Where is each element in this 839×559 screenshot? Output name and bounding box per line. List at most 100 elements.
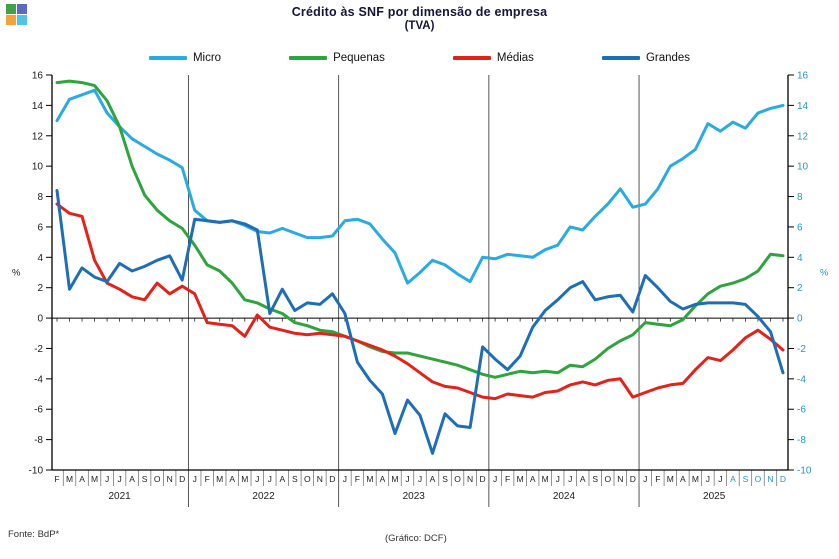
credit-note: (Gráfico: DCF) xyxy=(385,533,447,544)
month-label: M xyxy=(517,474,524,484)
month-label: O xyxy=(154,474,161,484)
month-label: A xyxy=(530,474,536,484)
app-icon[interactable] xyxy=(6,4,27,25)
year-label-2025: 2025 xyxy=(703,491,726,502)
y-tick-label-right: 8 xyxy=(797,192,803,203)
y-tick-label-left: 2 xyxy=(37,283,43,294)
month-label: M xyxy=(241,474,248,484)
year-label-2023: 2023 xyxy=(403,491,426,502)
month-label: F xyxy=(505,474,510,484)
month-label: N xyxy=(467,474,473,484)
month-label: M xyxy=(542,474,549,484)
y-tick-label-left: 6 xyxy=(37,222,43,233)
month-label: A xyxy=(380,474,386,484)
month-label: S xyxy=(442,474,448,484)
month-label: J xyxy=(343,474,347,484)
month-label: N xyxy=(317,474,323,484)
month-label: J xyxy=(105,474,109,484)
y-tick-label-right: 14 xyxy=(797,101,809,112)
legend-item-pequenas: Pequenas xyxy=(289,52,385,64)
legend: Micro Pequenas Médias Grandes xyxy=(0,52,839,64)
y-tick-label-right: 10 xyxy=(797,162,809,173)
month-label: F xyxy=(54,474,59,484)
legend-label-pequenas: Pequenas xyxy=(333,52,385,64)
y-tick-label-right: -2 xyxy=(797,344,806,355)
series-line-pequenas xyxy=(55,79,785,379)
series-line-grandes xyxy=(55,189,785,455)
y-tick-label-right: 2 xyxy=(797,283,803,294)
y-tick-label-right: 0 xyxy=(797,314,803,325)
month-label: D xyxy=(179,474,185,484)
legend-label-grandes: Grandes xyxy=(645,52,691,64)
month-label: J xyxy=(405,474,409,484)
month-label: A xyxy=(430,474,436,484)
legend-swatch-medias xyxy=(452,56,491,60)
year-label-2022: 2022 xyxy=(252,491,275,502)
app-icon-square-orange xyxy=(6,15,16,25)
y-tick-label-left: 4 xyxy=(37,253,43,264)
source-note: Fonte: BdP* xyxy=(8,529,60,540)
y-tick-label-right: -4 xyxy=(797,374,806,385)
month-label: A xyxy=(79,474,85,484)
y-tick-label-left: 0 xyxy=(37,314,43,325)
y-tick-label-right: 6 xyxy=(797,222,803,233)
chart-title: Crédito às SNF por dimensão de empresa xyxy=(291,5,548,19)
y-axis-title-right: % xyxy=(820,268,829,279)
month-label: D xyxy=(329,474,335,484)
legend-item-micro: Micro xyxy=(148,52,221,64)
month-label: A xyxy=(279,474,285,484)
month-label: A xyxy=(680,474,686,484)
month-label: J xyxy=(193,474,197,484)
legend-label-medias: Médias xyxy=(496,52,534,64)
month-label: M xyxy=(667,474,674,484)
chart-subtitle: (TVA) xyxy=(404,20,435,32)
y-tick-label-left: -2 xyxy=(34,344,43,355)
month-label: J xyxy=(643,474,647,484)
month-label: N xyxy=(617,474,623,484)
legend-swatch-grandes xyxy=(601,56,640,60)
month-label: J xyxy=(556,474,560,484)
y-tick-label-left: -10 xyxy=(29,466,44,477)
month-label: D xyxy=(630,474,636,484)
legend-item-grandes: Grandes xyxy=(601,52,691,64)
month-label: J xyxy=(255,474,259,484)
y-tick-label-left: 12 xyxy=(32,131,44,142)
month-label: M xyxy=(366,474,373,484)
month-label: A xyxy=(580,474,586,484)
y-axis-title-left: % xyxy=(12,268,21,279)
series-line-micro xyxy=(55,88,785,285)
y-tick-label-left: 16 xyxy=(32,71,44,82)
month-label: O xyxy=(755,474,762,484)
y-tick-label-left: 8 xyxy=(37,192,43,203)
month-label: F xyxy=(205,474,210,484)
month-label: O xyxy=(454,474,461,484)
month-label: J xyxy=(706,474,710,484)
y-tick-label-left: 10 xyxy=(32,162,44,173)
y-tick-label-right: 12 xyxy=(797,131,809,142)
y-tick-label-left: -8 xyxy=(34,435,43,446)
legend-swatch-micro xyxy=(148,56,187,60)
month-label: S xyxy=(743,474,749,484)
month-label: S xyxy=(142,474,148,484)
month-label: A xyxy=(730,474,736,484)
month-label: N xyxy=(167,474,173,484)
y-tick-label-left: 14 xyxy=(32,101,44,112)
month-label: A xyxy=(229,474,235,484)
y-tick-label-right: 4 xyxy=(797,253,803,264)
y-tick-label-right: -6 xyxy=(797,405,806,416)
month-label: O xyxy=(304,474,311,484)
month-label: F xyxy=(355,474,360,484)
month-label: N xyxy=(767,474,773,484)
year-label-2021: 2021 xyxy=(108,491,131,502)
month-label: J xyxy=(418,474,422,484)
y-tick-label-right: -10 xyxy=(797,466,812,477)
legend-swatch-pequenas xyxy=(289,56,328,60)
month-label: M xyxy=(66,474,73,484)
month-label: A xyxy=(129,474,135,484)
month-label: J xyxy=(268,474,272,484)
month-label: D xyxy=(480,474,486,484)
month-label: M xyxy=(391,474,398,484)
month-label: S xyxy=(592,474,598,484)
